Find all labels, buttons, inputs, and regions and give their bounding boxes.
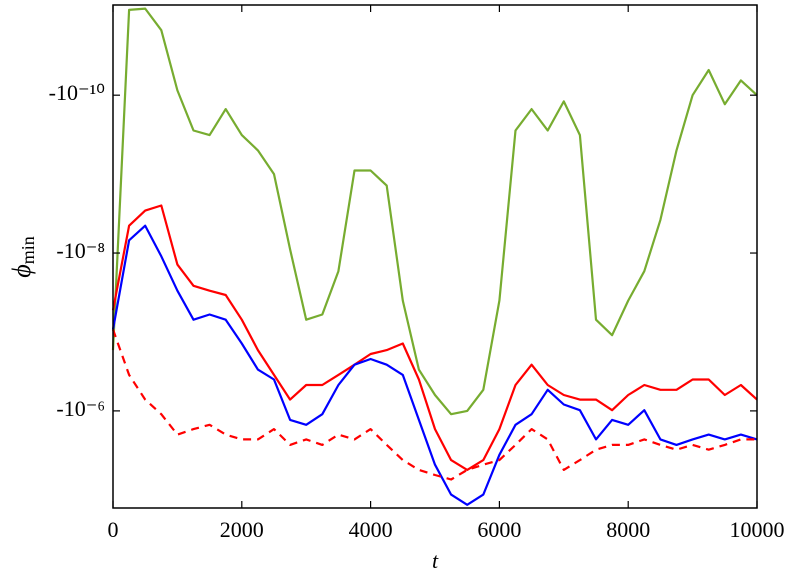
data-line bbox=[111, 204, 758, 471]
x-tick-label: 10000 bbox=[730, 517, 785, 542]
x-tick-label: 4000 bbox=[349, 517, 393, 542]
x-tick-label: 2000 bbox=[220, 517, 264, 542]
data-line bbox=[111, 7, 758, 416]
y-axis-label-subscript: min bbox=[18, 236, 38, 264]
x-tick-label: 8000 bbox=[606, 517, 650, 542]
data-line bbox=[111, 329, 757, 481]
y-tick-label: -10⁻¹⁰ bbox=[49, 80, 106, 105]
y-tick-label: -10⁻⁶ bbox=[56, 396, 105, 421]
x-tick-label: 0 bbox=[108, 517, 119, 542]
y-axis-label-symbol: ϕ bbox=[7, 264, 36, 277]
x-axis-label: t bbox=[432, 548, 439, 573]
y-axis-label: ϕmin bbox=[7, 236, 38, 277]
y-tick-label: -10⁻⁸ bbox=[56, 238, 105, 263]
x-tick-label: 6000 bbox=[477, 517, 521, 542]
data-line bbox=[111, 224, 758, 506]
plot-frame bbox=[112, 4, 758, 509]
